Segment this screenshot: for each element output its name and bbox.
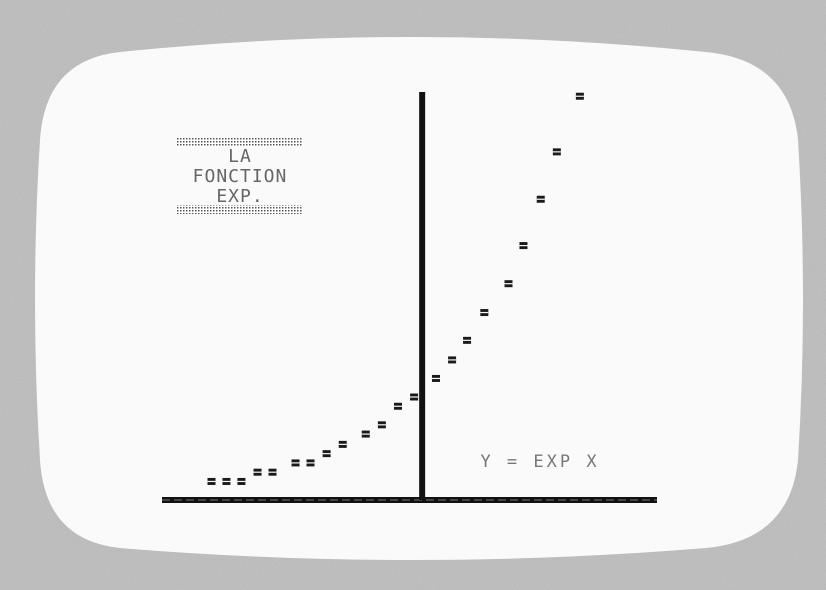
point bbox=[448, 356, 456, 363]
point bbox=[576, 93, 584, 100]
point bbox=[222, 478, 230, 485]
point bbox=[505, 280, 513, 287]
point bbox=[378, 421, 386, 428]
title-line: EXP. bbox=[216, 186, 263, 207]
point bbox=[292, 459, 300, 466]
point bbox=[480, 309, 488, 316]
point bbox=[237, 478, 245, 485]
title-line: LA bbox=[228, 146, 252, 167]
point bbox=[410, 394, 418, 401]
point bbox=[208, 478, 216, 485]
annotation: Y = EXP X bbox=[480, 452, 599, 472]
title-line: FONCTION bbox=[193, 166, 288, 187]
point bbox=[432, 375, 440, 382]
screen-photo: LAFONCTIONEXP. Y = EXP X bbox=[0, 0, 826, 590]
point bbox=[362, 431, 370, 438]
point bbox=[307, 459, 315, 466]
point bbox=[339, 441, 347, 448]
point bbox=[323, 450, 331, 457]
point bbox=[269, 469, 277, 476]
point bbox=[519, 242, 527, 249]
point bbox=[463, 337, 471, 344]
point bbox=[394, 403, 402, 410]
point bbox=[254, 469, 262, 476]
point bbox=[553, 148, 561, 155]
crt-screen bbox=[35, 37, 803, 560]
point bbox=[537, 196, 545, 203]
y-axis bbox=[419, 92, 425, 500]
